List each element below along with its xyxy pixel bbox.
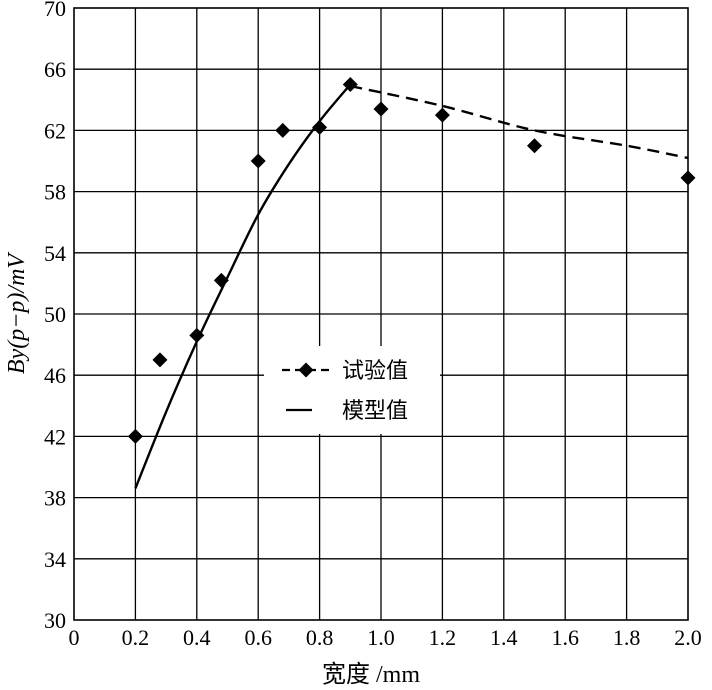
data-point — [312, 119, 328, 135]
y-tick-label: 50 — [44, 302, 66, 327]
y-tick-label: 70 — [44, 0, 66, 21]
legend-label-test: 试验值 — [342, 359, 408, 384]
legend-label-model: 模型值 — [342, 399, 408, 424]
data-point — [250, 153, 266, 169]
x-tick-label: 0.6 — [244, 625, 272, 650]
data-point — [189, 327, 205, 343]
x-tick-label: 1.0 — [367, 625, 395, 650]
data-point — [275, 122, 291, 138]
data-point — [434, 107, 450, 123]
x-tick-label: 0.2 — [122, 625, 150, 650]
y-tick-label: 62 — [44, 118, 66, 143]
x-tick-label: 2.0 — [674, 625, 702, 650]
y-tick-label: 66 — [44, 57, 66, 82]
y-tick-label: 58 — [44, 180, 66, 205]
data-point — [373, 101, 389, 117]
data-point — [527, 138, 542, 154]
data-point — [342, 77, 358, 92]
legend: 试验值 模型值 — [264, 346, 440, 434]
plot-frame — [73, 7, 689, 621]
data-point — [127, 428, 143, 444]
x-tick-label: 0.4 — [183, 625, 211, 650]
y-axis-label: By(p−p)/mV — [4, 252, 30, 374]
y-tick-label: 42 — [44, 424, 66, 449]
legend-marker-diamond — [298, 362, 314, 378]
data-points — [127, 77, 696, 444]
x-tick-label: 1.4 — [490, 625, 518, 650]
y-tick-label: 30 — [44, 608, 66, 633]
y-tick-label: 46 — [44, 363, 66, 388]
x-tick-label: 1.6 — [551, 625, 579, 650]
y-tick-label: 38 — [44, 486, 66, 511]
x-axis-label: 宽度 /mm — [322, 661, 420, 688]
x-tick-label: 1.2 — [429, 625, 457, 650]
y-tick-label: 34 — [44, 547, 66, 572]
grid — [74, 8, 688, 620]
y-tick-label: 54 — [44, 241, 66, 266]
y-tick-labels: 30 34 38 42 46 50 54 58 62 66 70 — [44, 0, 66, 633]
x-tick-label: 1.8 — [613, 625, 641, 650]
data-point — [213, 272, 229, 288]
x-tick-label: 0.8 — [306, 625, 334, 650]
data-point — [152, 352, 168, 368]
model-line-dashed — [350, 84, 689, 160]
x-tick-label: 0 — [69, 625, 80, 650]
legend-background — [264, 346, 440, 434]
data-point — [680, 170, 696, 186]
x-tick-labels: 0 0.2 0.4 0.6 0.8 1.0 1.2 1.4 1.6 1.8 2.0 — [69, 625, 702, 650]
